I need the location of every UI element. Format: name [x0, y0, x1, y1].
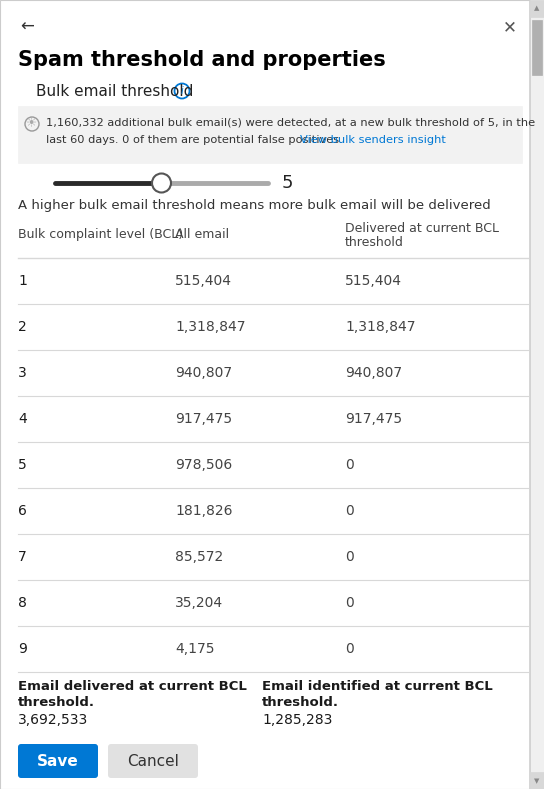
Text: 4: 4 [18, 412, 27, 426]
Circle shape [152, 174, 171, 193]
Text: 181,826: 181,826 [175, 504, 232, 518]
Text: last 60 days. 0 of them are potential false positives.: last 60 days. 0 of them are potential fa… [46, 135, 347, 145]
Bar [532, 20, 542, 75]
Text: 917,475: 917,475 [345, 412, 402, 426]
Text: Bulk email threshold: Bulk email threshold [36, 84, 193, 99]
Text: 0: 0 [345, 550, 354, 564]
Text: View bulk senders insight: View bulk senders insight [300, 135, 446, 145]
Text: 917,475: 917,475 [175, 412, 232, 426]
Text: ▼: ▼ [534, 778, 540, 784]
Text: ←: ← [20, 18, 34, 36]
Text: 35,204: 35,204 [175, 596, 223, 610]
Text: 6: 6 [18, 504, 27, 518]
Text: 515,404: 515,404 [345, 274, 402, 288]
Text: A higher bulk email threshold means more bulk email will be delivered: A higher bulk email threshold means more… [18, 199, 491, 211]
Text: 0: 0 [345, 596, 354, 610]
Text: 2: 2 [18, 320, 27, 334]
Text: 9: 9 [18, 642, 27, 656]
Text: ▲: ▲ [534, 5, 540, 11]
Bar [530, 0, 544, 789]
Text: 3: 3 [18, 366, 27, 380]
Text: threshold.: threshold. [262, 695, 339, 709]
Text: threshold.: threshold. [18, 695, 95, 709]
Text: 515,404: 515,404 [175, 274, 232, 288]
Text: 4,175: 4,175 [175, 642, 214, 656]
Text: 940,807: 940,807 [175, 366, 232, 380]
Text: 1,318,847: 1,318,847 [175, 320, 245, 334]
Text: ☀: ☀ [26, 118, 38, 130]
Text: 5: 5 [18, 458, 27, 472]
Text: threshold: threshold [345, 235, 404, 249]
Text: 85,572: 85,572 [175, 550, 223, 564]
Text: Email identified at current BCL: Email identified at current BCL [262, 679, 493, 693]
Text: 8: 8 [18, 596, 27, 610]
Text: 5: 5 [282, 174, 294, 192]
Text: Spam threshold and properties: Spam threshold and properties [18, 50, 386, 70]
Text: 978,506: 978,506 [175, 458, 232, 472]
Text: Cancel: Cancel [127, 753, 179, 768]
Text: Email delivered at current BCL: Email delivered at current BCL [18, 679, 247, 693]
Text: Bulk complaint level (BCL): Bulk complaint level (BCL) [18, 227, 183, 241]
Text: 0: 0 [345, 458, 354, 472]
Text: i: i [181, 86, 183, 96]
Text: 7: 7 [18, 550, 27, 564]
Bar [18, 106, 522, 163]
Text: 1,318,847: 1,318,847 [345, 320, 416, 334]
Text: 1: 1 [18, 274, 27, 288]
Text: 940,807: 940,807 [345, 366, 402, 380]
Bar [530, 0, 544, 17]
Text: 0: 0 [345, 504, 354, 518]
Text: 0: 0 [345, 642, 354, 656]
Circle shape [25, 117, 39, 131]
FancyBboxPatch shape [18, 744, 98, 778]
FancyBboxPatch shape [108, 744, 198, 778]
Text: Save: Save [37, 753, 79, 768]
Text: 1,285,283: 1,285,283 [262, 713, 332, 727]
Text: ✦: ✦ [27, 119, 36, 129]
Text: Delivered at current BCL: Delivered at current BCL [345, 222, 499, 234]
Circle shape [175, 84, 189, 99]
Text: All email: All email [175, 227, 229, 241]
Bar [529, 0, 530, 789]
Text: 1,160,332 additional bulk email(s) were detected, at a new bulk threshold of 5, : 1,160,332 additional bulk email(s) were … [46, 117, 535, 127]
Text: ✕: ✕ [503, 18, 517, 36]
Bar [530, 772, 544, 789]
Text: 3,692,533: 3,692,533 [18, 713, 88, 727]
